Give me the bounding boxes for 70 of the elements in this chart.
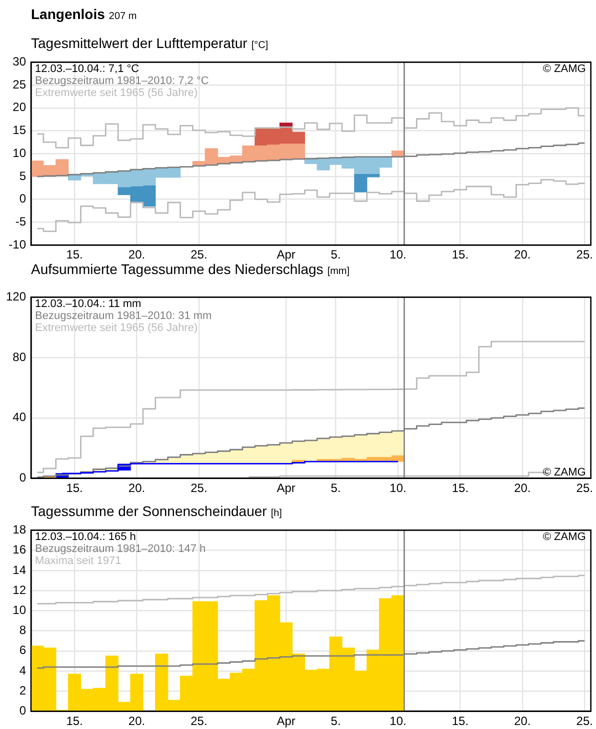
annotation: © ZAMG — [542, 62, 586, 75]
y-tick-label: 18 — [12, 522, 26, 537]
text: Bezugszeitraum 1981–2010: 7,2 °C — [35, 74, 209, 87]
x-tick-label: 15. — [66, 714, 83, 728]
y-tick-label: 0 — [19, 192, 26, 206]
y-axis-title: [h] — [270, 508, 282, 519]
y-axis-title: [°C] — [251, 40, 268, 51]
x-tick-label: 20. — [128, 714, 146, 728]
chart-title: Tagessumme der Sonnenscheindauer — [31, 503, 267, 519]
y-tick-label: -5 — [15, 214, 26, 228]
text: Extremwerte seit 1965 (56 Jahre) — [35, 322, 198, 334]
y-tick-label: 20 — [12, 100, 26, 114]
y-tick-label: 10 — [12, 603, 26, 617]
x-tick-label: 5. — [330, 480, 341, 495]
x-tick-label: 10. — [390, 714, 406, 728]
y-tick-label: 10 — [12, 146, 26, 160]
y-tick-label: 8 — [19, 623, 26, 638]
x-tick-label: 25. — [190, 480, 208, 495]
text: Bezugszeitraum 1981–2010: 31 mm — [35, 310, 212, 322]
text: Maxima seit 1971 — [35, 554, 122, 567]
x-tick-label: 20. — [128, 248, 146, 262]
x-tick-label: 10. — [390, 248, 406, 262]
y-tick-label: 16 — [12, 542, 26, 557]
annotation: © ZAMG — [542, 530, 586, 543]
y-tick-label: 25 — [12, 77, 26, 92]
annotation: © ZAMG — [542, 466, 586, 479]
x-tick-label: 25. — [190, 714, 208, 728]
y-tick-label: 40 — [12, 410, 26, 424]
x-tick-label: 25. — [190, 248, 208, 262]
y-tick-label: 14 — [12, 562, 26, 577]
x-tick-label: Apr — [276, 714, 296, 728]
text: 207 m — [108, 11, 137, 22]
x-tick-label: 5. — [330, 714, 341, 728]
x-tick-label: 25. — [576, 714, 593, 728]
x-tick-label: 15. — [452, 714, 469, 728]
x-tick-label: 20. — [514, 480, 531, 495]
x-tick-label: 15. — [452, 480, 469, 495]
x-tick-label: 15. — [66, 248, 83, 262]
text: Bezugszeitraum 1981–2010: 147 h — [35, 542, 206, 555]
x-tick-label: 20. — [514, 248, 531, 262]
x-tick-label: Apr — [276, 248, 296, 262]
y-tick-label: 15 — [12, 123, 26, 138]
y-tick-label: 30 — [12, 54, 26, 69]
y-tick-label: 0 — [19, 470, 26, 485]
x-tick-label: Apr — [276, 480, 296, 495]
annotation: 12.03.–10.04.: 11 mm — [35, 298, 142, 310]
y-tick-label: 12 — [12, 582, 26, 597]
y-tick-label: 2 — [19, 683, 26, 698]
chart-title: Aufsummierte Tagessumme des Niederschlags — [31, 261, 324, 277]
x-tick-label: 25. — [576, 248, 593, 262]
y-tick-label: 120 — [6, 290, 26, 304]
y-tick-label: -10 — [8, 237, 26, 252]
x-tick-label: 20. — [514, 714, 531, 728]
x-tick-label: 25. — [576, 480, 593, 495]
annotation: 12.03.–10.04.: 165 h — [35, 530, 136, 543]
y-tick-label: 6 — [19, 643, 26, 658]
x-tick-label: 10. — [390, 480, 406, 495]
y-tick-label: 4 — [19, 663, 26, 678]
annotation: 12.03.–10.04.: 7,1 °C — [35, 62, 140, 75]
x-tick-label: 15. — [66, 480, 83, 495]
text: Extremwerte seit 1965 (56 Jahre) — [35, 86, 198, 99]
y-tick-label: 0 — [19, 704, 26, 718]
x-tick-label: 20. — [128, 480, 146, 495]
x-tick-label: 15. — [452, 248, 469, 262]
y-axis-title: [mm] — [327, 266, 350, 277]
x-tick-label: 5. — [330, 248, 341, 262]
y-tick-label: 80 — [12, 350, 26, 364]
y-tick-label: 5 — [19, 168, 26, 183]
text: Langenlois — [31, 6, 105, 22]
chart-title: Tagesmittelwert der Lufttemperatur — [31, 35, 248, 51]
